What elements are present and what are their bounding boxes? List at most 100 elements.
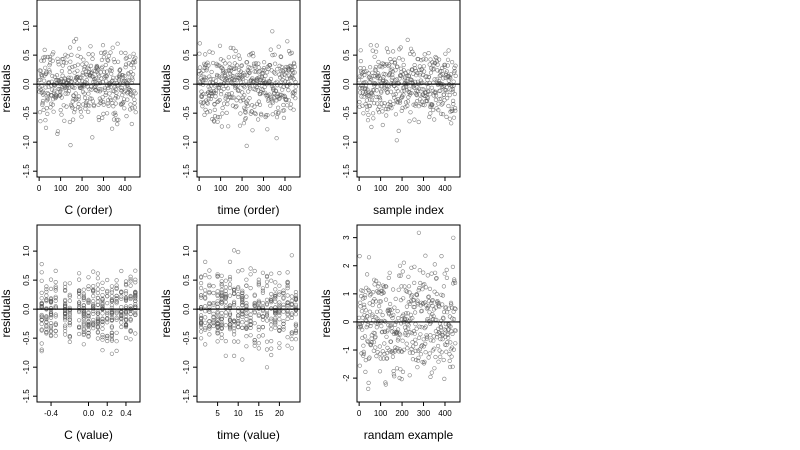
data-point	[227, 324, 233, 329]
data-point	[119, 296, 124, 301]
data-point	[240, 312, 245, 317]
data-point	[440, 293, 446, 298]
data-point	[391, 372, 396, 377]
data-point	[279, 64, 284, 70]
data-point	[408, 312, 413, 318]
data-point	[84, 98, 89, 104]
data-point	[360, 327, 365, 332]
data-point	[217, 85, 222, 91]
data-point	[115, 95, 120, 100]
data-point	[383, 284, 388, 289]
data-point	[44, 317, 49, 322]
data-point	[110, 45, 115, 50]
data-point	[442, 62, 448, 67]
data-point	[39, 321, 44, 327]
data-point	[252, 343, 257, 348]
data-point	[384, 334, 389, 339]
data-point	[408, 301, 413, 307]
data-point	[414, 73, 419, 78]
data-point	[367, 309, 373, 314]
data-point	[383, 81, 388, 86]
data-point	[397, 331, 402, 336]
data-point	[446, 48, 451, 53]
data-point	[384, 356, 389, 361]
data-point	[243, 110, 248, 115]
data-point	[105, 310, 110, 316]
data-point	[436, 78, 442, 84]
data-point	[269, 318, 274, 323]
data-point	[243, 79, 249, 84]
data-point	[133, 304, 138, 309]
data-point	[252, 110, 257, 116]
data-point	[103, 62, 108, 68]
data-point	[114, 348, 119, 354]
data-point	[450, 87, 456, 92]
data-point	[123, 56, 128, 61]
data-point	[86, 275, 91, 280]
data-point	[398, 45, 403, 50]
data-point	[207, 332, 212, 337]
data-point	[91, 311, 96, 316]
data-point	[374, 325, 379, 330]
y-tick-label: -1.5	[342, 164, 351, 178]
data-point	[114, 310, 119, 315]
data-point	[109, 299, 114, 304]
data-point	[68, 143, 73, 148]
data-point	[256, 346, 261, 351]
data-point	[105, 288, 110, 294]
data-point	[81, 102, 86, 107]
data-point	[123, 304, 129, 309]
data-point	[67, 119, 72, 125]
data-point	[62, 118, 67, 123]
data-point	[422, 300, 428, 305]
data-point	[217, 97, 222, 103]
data-point	[393, 112, 399, 117]
data-point	[109, 294, 114, 299]
data-point	[423, 57, 429, 62]
data-point	[244, 317, 249, 322]
data-point	[211, 301, 216, 306]
data-point	[244, 294, 249, 299]
data-point	[437, 57, 442, 62]
data-point	[421, 337, 426, 342]
data-point	[128, 311, 133, 316]
data-point	[81, 297, 86, 303]
y-tick-label: 0.5	[182, 274, 191, 286]
data-point	[357, 254, 362, 259]
data-point	[223, 299, 228, 305]
data-point	[240, 309, 245, 314]
data-point	[376, 71, 381, 76]
data-point	[436, 343, 441, 349]
data-point	[197, 65, 203, 70]
data-point	[236, 292, 241, 297]
data-point	[76, 325, 82, 331]
y-tick-label: 1	[342, 291, 351, 296]
data-point	[81, 287, 86, 292]
data-point	[362, 334, 368, 339]
data-point	[219, 332, 224, 337]
data-point	[453, 73, 458, 78]
data-point	[81, 321, 86, 327]
data-point	[289, 311, 294, 316]
data-point	[41, 107, 46, 112]
data-point	[359, 294, 364, 299]
data-point	[277, 72, 282, 77]
data-point	[357, 363, 362, 368]
data-point	[269, 271, 274, 276]
data-point	[111, 117, 117, 122]
data-point	[283, 67, 288, 72]
data-point	[87, 96, 93, 101]
data-point	[113, 96, 118, 101]
data-point	[37, 110, 43, 115]
data-point	[119, 290, 124, 295]
data-point	[412, 85, 417, 90]
data-point	[199, 281, 204, 286]
data-point	[248, 65, 253, 70]
data-point	[100, 348, 105, 353]
data-point	[425, 273, 430, 278]
data-point	[123, 289, 129, 294]
data-point	[233, 48, 238, 54]
data-point	[53, 312, 58, 317]
data-point	[379, 324, 384, 329]
data-point	[416, 119, 421, 125]
